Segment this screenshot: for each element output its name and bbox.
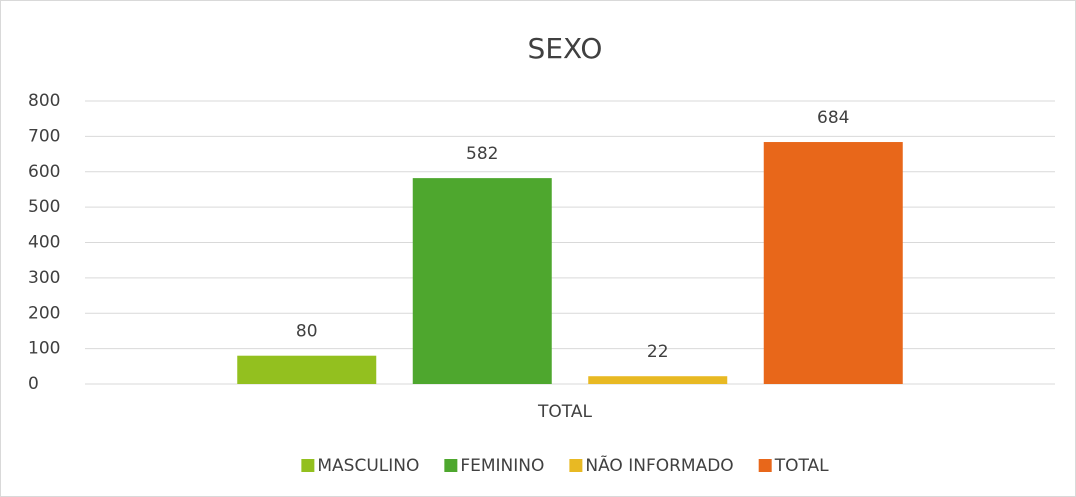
- y-tick-label: 0: [28, 374, 39, 394]
- bar: [412, 178, 552, 384]
- y-tick-label: 300: [28, 268, 60, 288]
- y-tick-label: 700: [28, 126, 60, 146]
- y-tick-label: 500: [28, 197, 60, 217]
- legend-label: TOTAL: [774, 456, 829, 476]
- legend-label: MASCULINO: [317, 456, 419, 476]
- y-tick-label: 600: [28, 162, 60, 182]
- data-label: 22: [647, 342, 669, 362]
- y-tick-label: 400: [28, 233, 60, 253]
- y-tick-label: 800: [28, 91, 60, 111]
- bar: [588, 376, 728, 384]
- bar: [237, 355, 377, 384]
- bar: [763, 142, 903, 384]
- legend-swatch: [301, 459, 315, 472]
- y-tick-label: 200: [28, 303, 60, 323]
- legend-swatch: [758, 459, 772, 472]
- legend-swatch: [444, 459, 458, 472]
- y-tick-label: 100: [28, 339, 60, 359]
- legend-swatch: [569, 459, 583, 472]
- data-label: 582: [466, 144, 498, 164]
- x-tick-label: TOTAL: [537, 402, 592, 422]
- legend-label: FEMININO: [460, 456, 544, 476]
- legend-label: NÃO INFORMADO: [585, 454, 733, 476]
- chart-title: SEXO: [528, 32, 603, 65]
- data-label: 80: [296, 322, 318, 342]
- data-label: 684: [817, 108, 849, 128]
